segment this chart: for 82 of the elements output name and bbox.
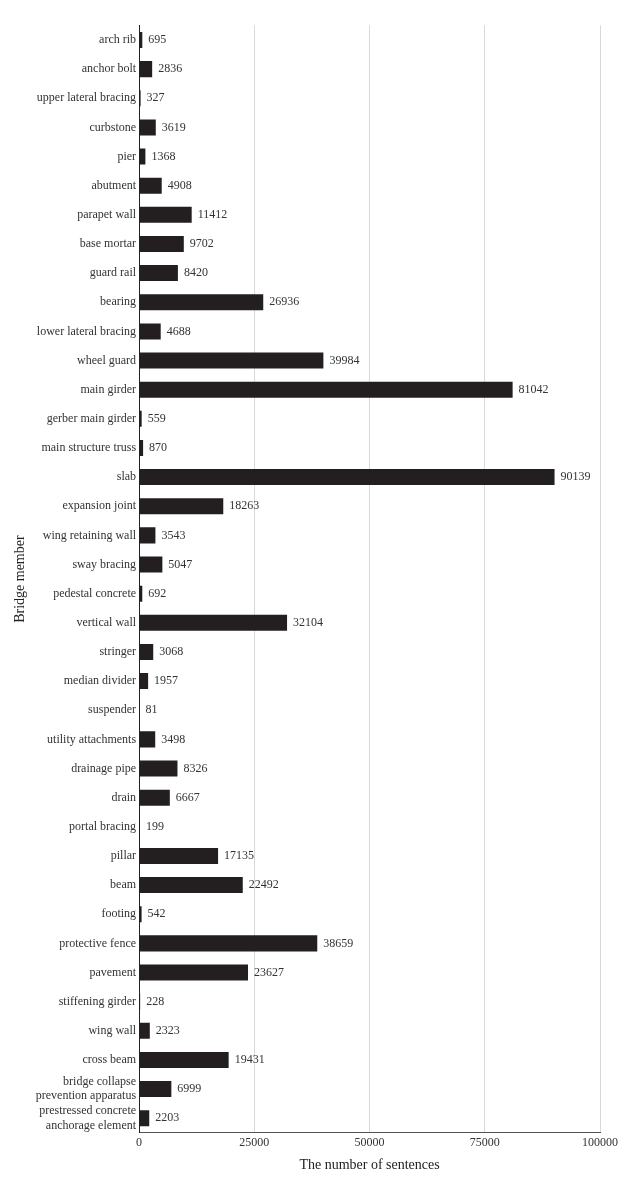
y-tick-label: parapet wall: [77, 206, 137, 221]
y-tick-label: stringer: [99, 644, 137, 659]
y-tick-label: drainage pipe: [71, 760, 137, 775]
y-tick-label: vertical wall: [76, 614, 137, 629]
data-label: 9702: [189, 236, 214, 251]
data-label: 3543: [161, 527, 186, 542]
data-label: 23627: [253, 964, 284, 979]
y-tick-label: curbstone: [89, 119, 137, 134]
data-label: 17135: [224, 848, 255, 863]
data-label: 81042: [518, 381, 549, 396]
data-label: 8326: [183, 760, 208, 775]
y-tick-label: sway bracing: [72, 556, 137, 571]
data-label: 692: [148, 585, 167, 600]
y-tick-label: pavement: [89, 964, 137, 979]
data-label: 38659: [323, 935, 354, 950]
y-tick-label: expansion joint: [62, 498, 137, 513]
data-label: 542: [147, 906, 166, 921]
data-label: 32104: [293, 614, 324, 629]
y-tick-label: wing retaining wall: [42, 527, 137, 542]
y-tick-label: main girder: [80, 381, 137, 396]
y-tick-label: base mortar: [79, 236, 137, 251]
data-label: 6999: [177, 1081, 202, 1096]
y-tick-label: lower lateral bracing: [36, 323, 137, 338]
data-label: 4688: [166, 323, 191, 338]
data-label: 8420: [183, 265, 208, 280]
y-tick-label: pedestal concrete: [53, 585, 137, 600]
y-tick-label: beam: [110, 877, 137, 892]
y-tick-label: median divider: [63, 673, 137, 688]
data-label: 6667: [175, 789, 200, 804]
data-label: 3498: [161, 731, 186, 746]
y-tick-label: stiffening girder: [58, 993, 137, 1008]
y-axis-title: Bridge member: [12, 535, 28, 623]
y-tick-label: footing: [101, 906, 137, 921]
data-label: 4908: [167, 177, 192, 192]
x-tick-label: 0: [136, 1135, 143, 1150]
x-axis-title: The number of sentences: [299, 1157, 440, 1173]
x-tick-label: 75000: [469, 1135, 500, 1150]
data-label: 1368: [151, 148, 176, 163]
data-label: 19431: [234, 1052, 265, 1067]
data-label: 18263: [229, 498, 260, 513]
data-label: 26936: [269, 294, 300, 309]
data-label: 870: [149, 440, 168, 455]
x-tick-label: 100000: [582, 1135, 618, 1150]
data-label: 228: [146, 993, 165, 1008]
y-tick-label: suspender: [88, 702, 137, 717]
data-label: 3619: [161, 119, 186, 134]
x-tick-label: 50000: [354, 1135, 385, 1150]
data-label: 199: [146, 818, 165, 833]
data-label: 1957: [154, 673, 179, 688]
y-tick-label: arch rib: [99, 32, 137, 47]
data-label: 22492: [248, 877, 279, 892]
data-label: 327: [146, 90, 165, 105]
y-tick-label: protective fence: [59, 935, 137, 950]
y-tick-label: drain: [111, 789, 137, 804]
y-tick-label: portal bracing: [69, 818, 137, 833]
y-tick-label: slab: [116, 469, 137, 484]
y-tick-label: wing wall: [88, 1022, 137, 1037]
data-label: 90139: [560, 469, 591, 484]
y-tick-label: wheel guard: [77, 352, 137, 367]
y-tick-label: upper lateral bracing: [36, 90, 137, 105]
y-tick-label: utility attachments: [47, 731, 137, 746]
y-tick-label: main structure truss: [41, 440, 137, 455]
data-label: 5047: [168, 556, 193, 571]
data-label: 3068: [159, 644, 184, 659]
y-tick-label: pier: [117, 148, 137, 163]
y-tick-label: bearing: [100, 294, 137, 309]
y-tick-label: pillar: [110, 848, 137, 863]
y-tick-label: abutment: [91, 177, 137, 192]
y-tick-label: anchor bolt: [81, 61, 137, 76]
y-tick-label: prestressed concrete anchorage element: [39, 1103, 137, 1132]
data-label: 81: [145, 702, 158, 717]
data-label: 2203: [155, 1110, 180, 1125]
data-label: 695: [148, 32, 167, 47]
data-label: 2323: [155, 1022, 180, 1037]
x-tick-label: 25000: [239, 1135, 270, 1150]
data-label: 559: [147, 410, 166, 425]
data-label: 2836: [158, 61, 183, 76]
data-label: 39984: [329, 352, 360, 367]
y-tick-label: cross beam: [82, 1052, 137, 1067]
data-label: 11412: [197, 206, 228, 221]
y-tick-label: gerber main girder: [46, 410, 137, 425]
y-tick-label: guard rail: [89, 265, 137, 280]
